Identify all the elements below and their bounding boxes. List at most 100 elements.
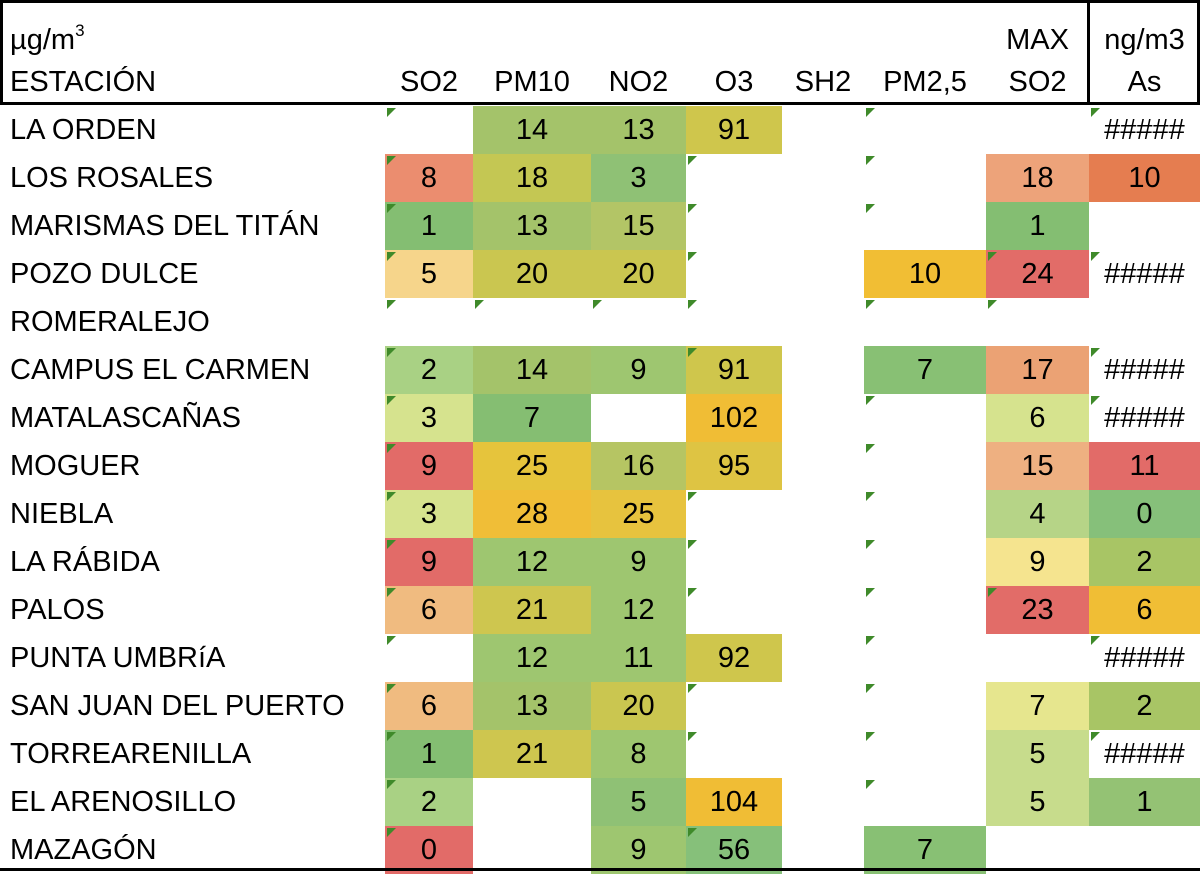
comment-marker-icon <box>688 684 697 693</box>
value-cell: 13 <box>473 682 591 730</box>
value-cell: 3 <box>591 154 686 202</box>
station-header: ESTACIÓN <box>10 65 157 98</box>
comment-marker-icon <box>866 156 875 165</box>
comment-marker-icon <box>866 300 875 309</box>
comment-marker-icon <box>866 444 875 453</box>
station-name: PALOS <box>10 593 105 626</box>
station-name: POZO DULCE <box>10 257 199 290</box>
column-header-7: As <box>1127 65 1162 98</box>
value-cell: 95 <box>686 442 782 490</box>
value-cell <box>782 826 864 874</box>
value-cell <box>986 634 1089 682</box>
value-cell: 1 <box>986 202 1089 250</box>
value-cell <box>1089 298 1200 346</box>
value-cell: 91 <box>686 106 782 154</box>
value-text: 4 <box>1029 497 1046 530</box>
comment-marker-icon <box>866 108 875 117</box>
station-name: MAZAGÓN <box>10 833 157 866</box>
value-cell <box>473 298 591 346</box>
station-name: CAMPUS EL CARMEN <box>10 353 311 386</box>
value-text: 11 <box>623 641 654 674</box>
value-text: 18 <box>515 161 549 194</box>
comment-marker-icon <box>1091 108 1100 117</box>
value-cell: 9 <box>986 538 1089 586</box>
value-cell <box>782 634 864 682</box>
value-text: 2 <box>420 785 438 818</box>
comment-marker-icon <box>1091 396 1100 405</box>
value-cell: 2 <box>1089 682 1200 730</box>
value-text: 25 <box>515 449 549 482</box>
value-cell <box>686 538 782 586</box>
value-cell: 2 <box>385 346 473 394</box>
value-text: 8 <box>630 737 647 770</box>
value-text: ##### <box>1104 737 1185 770</box>
comment-marker-icon <box>866 780 875 789</box>
border-left <box>0 0 3 104</box>
comment-marker-icon <box>866 684 875 693</box>
comment-marker-icon <box>387 828 396 837</box>
value-cell <box>686 154 782 202</box>
value-text: 0 <box>1136 497 1153 530</box>
value-text: 15 <box>1021 449 1054 482</box>
value-text: 8 <box>420 161 438 194</box>
value-cell <box>782 730 864 778</box>
value-cell: 17 <box>986 346 1089 394</box>
station-name: LA ORDEN <box>10 113 157 146</box>
column-header-6: SO2 <box>1008 65 1067 98</box>
value-cell: 12 <box>473 634 591 682</box>
comment-marker-icon <box>387 492 396 501</box>
value-cell: 91 <box>686 346 782 394</box>
value-cell: 12 <box>473 538 591 586</box>
value-text: 7 <box>916 833 934 866</box>
value-cell: 11 <box>591 634 686 682</box>
value-text: 2 <box>420 353 438 386</box>
value-text: 14 <box>515 113 549 146</box>
value-cell: 7 <box>473 394 591 442</box>
value-cell: 15 <box>591 202 686 250</box>
comment-marker-icon <box>866 492 875 501</box>
value-text: 3 <box>420 497 438 530</box>
value-cell <box>385 106 473 154</box>
value-cell <box>686 250 782 298</box>
station-name: MATALASCAÑAS <box>10 401 241 434</box>
value-text: 9 <box>1029 545 1046 578</box>
value-text: 18 <box>1021 161 1054 194</box>
value-cell <box>782 298 864 346</box>
comment-marker-icon <box>688 252 697 261</box>
comment-marker-icon <box>1091 732 1100 741</box>
unit-label-as: ng/m3 <box>1104 23 1185 56</box>
comment-marker-icon <box>866 396 875 405</box>
value-cell: 23 <box>986 586 1089 634</box>
value-cell: 24 <box>986 250 1089 298</box>
value-cell: 4 <box>986 490 1089 538</box>
value-cell <box>782 154 864 202</box>
value-cell: 12 <box>591 586 686 634</box>
value-text: 24 <box>1021 257 1054 290</box>
comment-marker-icon <box>688 588 697 597</box>
comment-marker-icon <box>387 204 396 213</box>
value-cell: 9 <box>591 346 686 394</box>
value-cell: 9 <box>385 538 473 586</box>
value-text: 1 <box>1029 209 1046 242</box>
value-cell <box>385 298 473 346</box>
value-cell: 3 <box>385 394 473 442</box>
value-text: 7 <box>1029 689 1046 722</box>
value-text: 6 <box>1136 593 1153 626</box>
value-cell <box>864 778 986 826</box>
value-cell: 25 <box>591 490 686 538</box>
value-cell <box>1089 826 1200 874</box>
value-cell <box>864 586 986 634</box>
station-name: LOS ROSALES <box>10 161 214 194</box>
value-cell <box>864 538 986 586</box>
comment-marker-icon <box>866 588 875 597</box>
value-cell: 1 <box>1089 778 1200 826</box>
value-text: 102 <box>709 401 759 434</box>
value-text: 1 <box>1136 785 1153 818</box>
value-cell <box>864 202 986 250</box>
value-cell: 14 <box>473 106 591 154</box>
value-text: 9 <box>630 353 647 386</box>
value-cell: ##### <box>1089 634 1200 682</box>
station-name: TORREARENILLA <box>10 737 252 770</box>
value-text: 104 <box>709 785 759 818</box>
comment-marker-icon <box>387 732 396 741</box>
